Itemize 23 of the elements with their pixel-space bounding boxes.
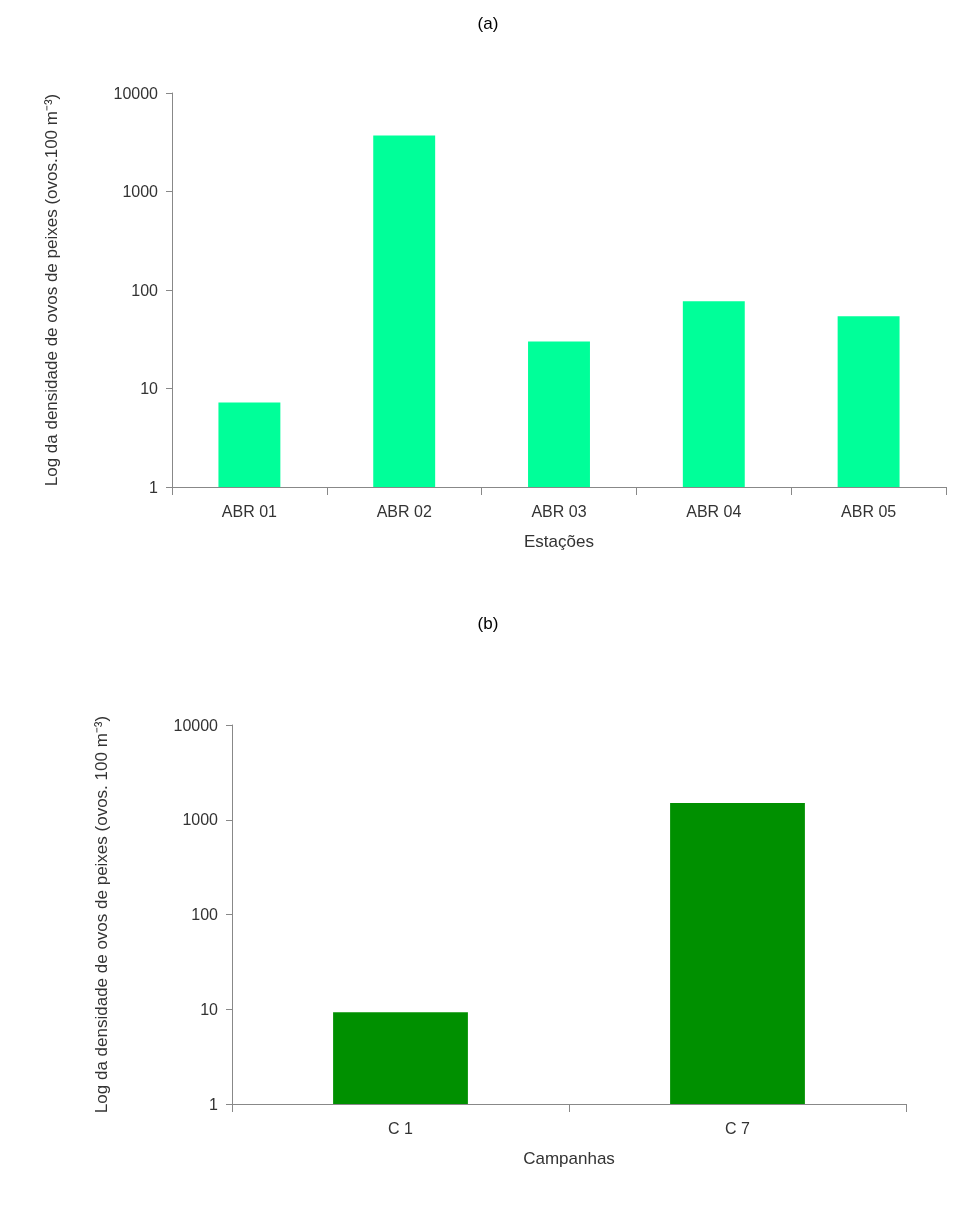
x-tick-label: C 1 <box>388 1119 414 1137</box>
y-tick-label: 10000 <box>113 84 159 102</box>
y-tick-label: 1 <box>149 478 159 496</box>
y-tick-label: 10 <box>200 1000 219 1018</box>
x-tick-label: C 7 <box>725 1119 751 1137</box>
x-tick-label: ABR 04 <box>686 502 742 520</box>
x-tick-label: ABR 01 <box>221 502 278 520</box>
x-axis-title: Campanhas <box>523 1149 615 1168</box>
y-tick-label: 1000 <box>122 183 159 200</box>
y-tick-label: 1000 <box>182 811 219 829</box>
x-axis-title: Estações <box>524 532 594 551</box>
chart-title: (b) <box>477 614 499 633</box>
y-tick-label: 100 <box>131 281 159 299</box>
chart-title: (a) <box>477 14 499 33</box>
y-axis-title: Log da densidade de ovos de peixes (ovos.100 m⁻³) <box>41 93 61 487</box>
y-tick-label: 10000 <box>173 716 219 734</box>
y-tick-label: 1 <box>209 1095 219 1113</box>
y-tick-label: 10 <box>140 380 159 397</box>
x-tick-label: ABR 05 <box>841 502 897 520</box>
y-axis-title: Log da densidade de ovos de peixes (ovos. 100 m⁻³) <box>91 715 111 1114</box>
x-tick-label: ABR 02 <box>376 502 432 520</box>
x-tick-label: ABR 03 <box>531 502 587 520</box>
y-tick-label: 100 <box>191 906 219 923</box>
